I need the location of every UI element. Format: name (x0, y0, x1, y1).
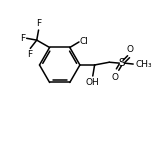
Text: OH: OH (86, 78, 100, 87)
Text: F: F (27, 50, 32, 59)
Text: Cl: Cl (80, 38, 89, 47)
Text: O: O (111, 73, 118, 82)
Text: F: F (20, 34, 25, 43)
Text: O: O (127, 45, 134, 54)
Text: F: F (36, 19, 41, 28)
Text: S: S (119, 58, 125, 68)
Text: CH₃: CH₃ (135, 60, 152, 69)
